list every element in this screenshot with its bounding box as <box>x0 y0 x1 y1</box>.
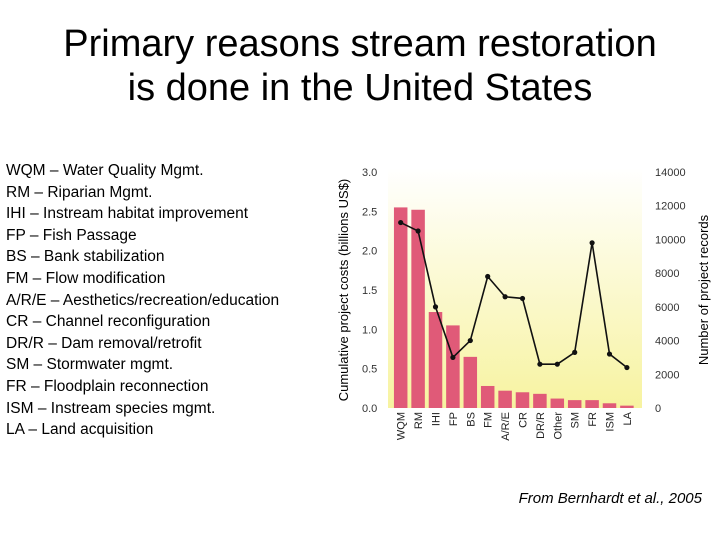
right-tick-label: 6000 <box>655 302 679 314</box>
legend-item: CR – Channel reconfiguration <box>6 313 211 331</box>
right-tick-label: 10000 <box>655 234 686 246</box>
bar <box>411 209 425 408</box>
category-label: FP <box>448 412 460 426</box>
data-point <box>589 240 595 246</box>
left-tick-label: 2.0 <box>362 246 377 258</box>
left-tick-label: 1.5 <box>362 285 377 297</box>
legend-item: SM – Stormwater mgmt. <box>6 356 174 374</box>
bar <box>515 392 530 408</box>
category-label: DR/R <box>535 412 547 439</box>
legend-item: WQM – Water Quality Mgmt. <box>6 162 204 179</box>
data-point <box>624 364 630 371</box>
category-label: Other <box>552 412 564 440</box>
category-label: LA <box>622 411 634 425</box>
left-tick-label: 3.0 <box>362 167 377 179</box>
data-point <box>502 294 508 300</box>
title-line-2: is done in the United States <box>127 67 593 109</box>
plot-background <box>388 168 642 408</box>
bar <box>567 400 582 408</box>
bar <box>446 325 460 408</box>
data-point <box>554 361 560 367</box>
right-tick-label: 0 <box>655 403 661 415</box>
left-tick-label: 0.0 <box>362 403 377 415</box>
abbreviation-legend: WQM – Water Quality Mgmt. RM – Riparian M… <box>6 160 336 441</box>
data-point <box>415 228 421 234</box>
legend-item: A/R/E – Aesthetics/recreation/education <box>6 291 280 309</box>
bar <box>602 403 617 408</box>
right-tick-label: 12000 <box>655 201 686 213</box>
legend-item: IHI – Instream habitat improvement <box>6 205 249 223</box>
category-label: FM <box>483 412 495 428</box>
category-label: WQM <box>396 412 408 440</box>
bar <box>550 398 565 408</box>
right-tick-label: 4000 <box>655 336 679 348</box>
source-credit: From Bernhardt et al., 2005 <box>518 490 702 507</box>
right-tick-label: 8000 <box>655 268 679 280</box>
bar <box>393 207 408 408</box>
category-label: ISM <box>605 412 617 432</box>
data-point <box>485 273 491 280</box>
right-tick-label: 2000 <box>655 369 679 381</box>
category-label: SM <box>570 412 582 429</box>
bar <box>463 356 478 408</box>
data-point <box>398 219 404 226</box>
data-point <box>537 361 543 367</box>
legend-item: DR/R – Dam removal/retrofit <box>6 334 202 352</box>
category-label: BS <box>465 412 477 427</box>
legend-item: ISM – Instream species mgmt. <box>6 399 216 417</box>
legend-item: BS – Bank stabilization <box>6 248 165 266</box>
left-tick-label: 0.5 <box>362 364 377 376</box>
category-label: IHI <box>431 412 443 426</box>
bar <box>585 400 599 408</box>
series-line <box>400 221 628 369</box>
bar-series <box>393 207 634 408</box>
bar <box>480 385 495 408</box>
data-point <box>467 337 473 344</box>
legend-item: FM – Flow modification <box>6 269 166 287</box>
right-axis-label: Number of project records <box>696 214 711 365</box>
bar <box>498 390 512 408</box>
title-line-1: Primary reasons stream restoration <box>63 23 657 65</box>
legend-item: RM – Riparian Mgmt. <box>6 183 153 201</box>
category-label: A/R/E <box>500 412 512 441</box>
bar <box>620 405 634 408</box>
bar <box>428 312 443 408</box>
data-point <box>606 351 613 357</box>
left-tick-label: 2.5 <box>362 206 377 218</box>
category-label: RM <box>413 412 425 429</box>
legend-item: LA – Land acquisition <box>6 421 154 439</box>
data-point <box>519 295 526 302</box>
legend-item: FP – Fish Passage <box>6 226 137 244</box>
left-axis-ticks: 0.0 0.5 1.0 1.5 2.0 2.5 3.0 <box>362 167 377 415</box>
legend-item: FR – Floodplain reconnection <box>6 377 209 395</box>
data-point <box>450 354 456 361</box>
chart-title: Primary reasons stream restoration is do… <box>0 22 720 110</box>
category-labels: WQM RM IHI FP BS FM A/R/E CR DR/R Other SM FR ISM LA <box>396 411 634 440</box>
data-point <box>572 349 578 355</box>
data-point <box>432 304 439 310</box>
bar <box>533 393 547 408</box>
category-label: CR <box>518 412 530 428</box>
left-axis-label: Cumulative project costs (billions US$) <box>336 179 351 402</box>
category-label: FR <box>587 412 599 427</box>
left-tick-label: 1.0 <box>362 324 377 336</box>
right-tick-label: 14000 <box>655 167 686 179</box>
line-series <box>398 219 630 371</box>
right-axis-ticks: 0 2000 4000 6000 8000 10000 12000 14000 <box>655 167 686 415</box>
